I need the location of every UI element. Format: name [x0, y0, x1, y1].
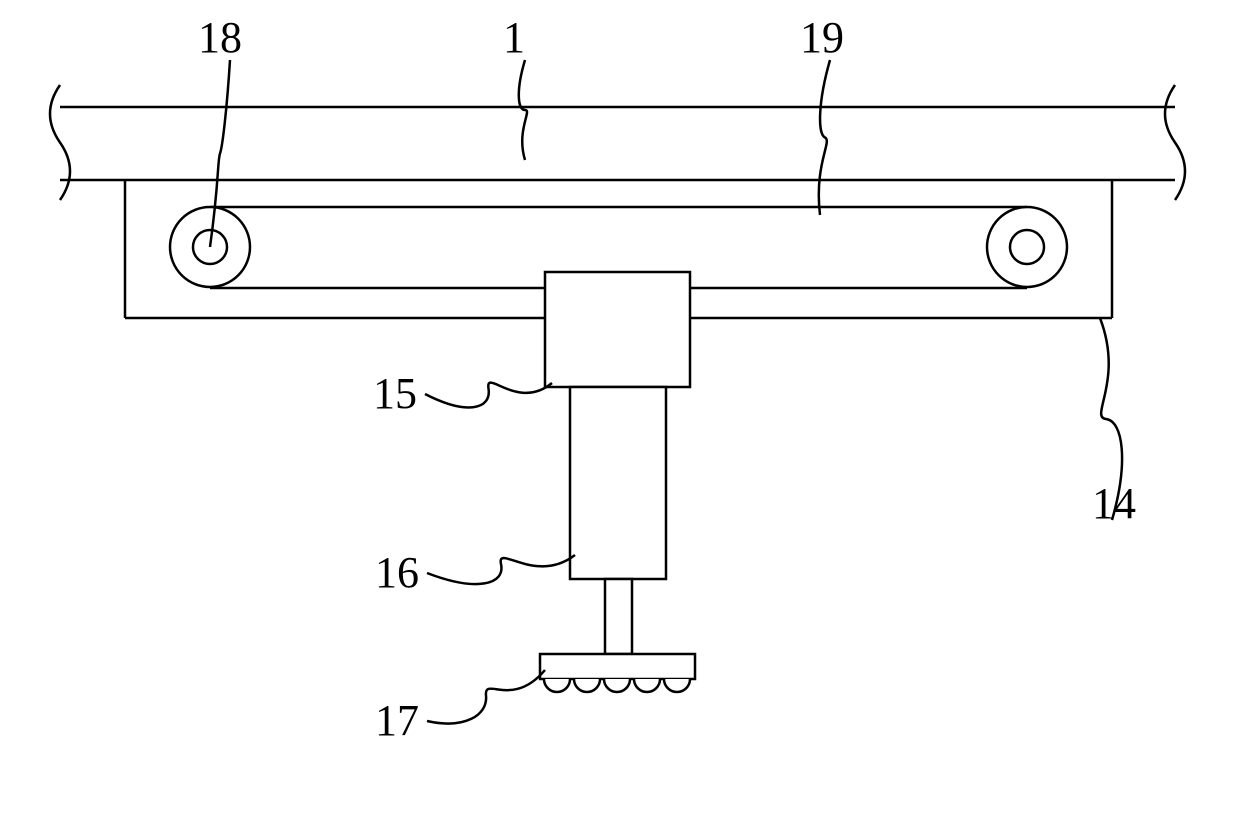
label-17: 17	[375, 695, 419, 746]
label-14: 14	[1092, 478, 1136, 529]
label-15: 15	[373, 368, 417, 419]
label-1: 1	[503, 12, 525, 63]
label-19: 19	[800, 12, 844, 63]
label-16: 16	[375, 547, 419, 598]
technical-drawing	[0, 0, 1239, 816]
label-18: 18	[198, 12, 242, 63]
